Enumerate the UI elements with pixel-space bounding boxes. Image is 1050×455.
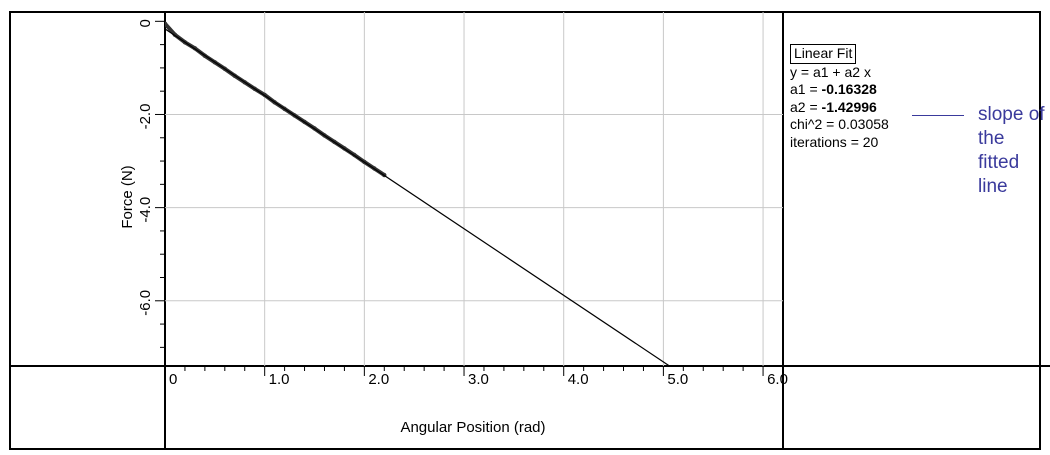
fit-a1-value: -0.16328 bbox=[821, 81, 877, 97]
annotation-pointer-line bbox=[912, 115, 964, 116]
fit-line bbox=[165, 28, 671, 366]
fit-a2-row: a2 = -1.42996 bbox=[790, 99, 889, 117]
y-axis-label: Force (N) bbox=[119, 165, 136, 228]
y-tick-label: -4.0 bbox=[137, 197, 154, 223]
fit-chi2: chi^2 = 0.03058 bbox=[790, 116, 889, 132]
data-point bbox=[165, 21, 168, 26]
y-tick-label: -2.0 bbox=[137, 104, 154, 130]
x-tick-label: 1.0 bbox=[269, 371, 290, 388]
x-tick-label: 6.0 bbox=[767, 371, 788, 388]
y-tick-label: -6.0 bbox=[137, 290, 154, 316]
fit-iterations: iterations = 20 bbox=[790, 133, 879, 150]
fit-a1-label: a1 = bbox=[790, 81, 822, 97]
chart-frame bbox=[9, 11, 1050, 450]
x-tick-label: 2.0 bbox=[368, 371, 389, 388]
outer-border bbox=[9, 11, 1041, 450]
x-tick-label: 0 bbox=[169, 371, 177, 388]
fit-a1-row: a1 = -0.16328 bbox=[790, 81, 889, 99]
fit-title: Linear Fit bbox=[790, 44, 857, 64]
series-layer bbox=[165, 21, 671, 366]
fit-a2-value: -1.42996 bbox=[821, 98, 877, 115]
fit-a2-label: a2 = bbox=[790, 98, 822, 115]
x-tick-label: 3.0 bbox=[468, 371, 489, 388]
labels: Angular Position (rad) Force (N) bbox=[119, 165, 546, 436]
data-trace bbox=[165, 22, 386, 177]
linear-fit-box: Linear Fit y = a1 + a2 x a1 = -0.16328 a… bbox=[790, 44, 889, 151]
slope-annotation: slope of the fitted line bbox=[978, 104, 1045, 197]
x-axis-label: Angular Position (rad) bbox=[400, 419, 545, 436]
grid bbox=[165, 12, 783, 366]
fit-equation: y = a1 + a2 x bbox=[790, 63, 871, 80]
x-tick-label: 5.0 bbox=[667, 371, 688, 388]
y-tick-label: 0 bbox=[137, 19, 154, 27]
ticks: 0 1.0 2.0 3.0 4.0 5.0 6.0 0 -2.0 -4.0 -6.0 bbox=[137, 19, 788, 388]
x-tick-label: 4.0 bbox=[568, 371, 589, 388]
